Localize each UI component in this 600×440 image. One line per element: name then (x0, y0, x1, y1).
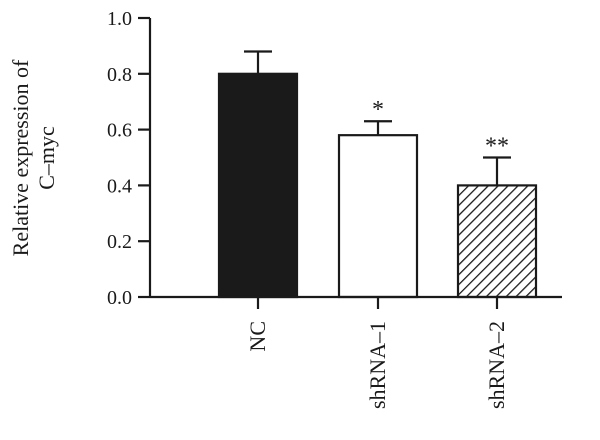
y-tick-label: 0.4 (107, 175, 132, 197)
significance-marker: ** (485, 134, 509, 160)
y-axis-title-line-2: C–myc (34, 126, 59, 190)
bar-nc (217, 72, 299, 299)
y-tick-label: 0.8 (107, 64, 132, 86)
significance-marker: * (372, 97, 384, 123)
y-tick-label: 1.0 (107, 8, 132, 30)
bar-shrna-1 (337, 134, 419, 299)
y-axis-title: Relative expression of C–myc (8, 59, 59, 256)
x-tick-label: NC (245, 321, 270, 352)
y-tick-label: 0.6 (107, 120, 132, 142)
y-tick-label: 0.0 (107, 287, 132, 309)
bar-shrna-2 (456, 184, 538, 299)
x-tick-label: shRNA–2 (484, 321, 509, 409)
y-axis-title-line-1: Relative expression of (8, 59, 33, 256)
x-tick-label: shRNA–1 (365, 321, 390, 409)
y-tick-label: 0.2 (107, 231, 132, 253)
plot-area: 0.0 0.2 0.4 0.6 0.8 1.0 NC * shRNA–1 ** shRNA–2 (107, 8, 562, 409)
